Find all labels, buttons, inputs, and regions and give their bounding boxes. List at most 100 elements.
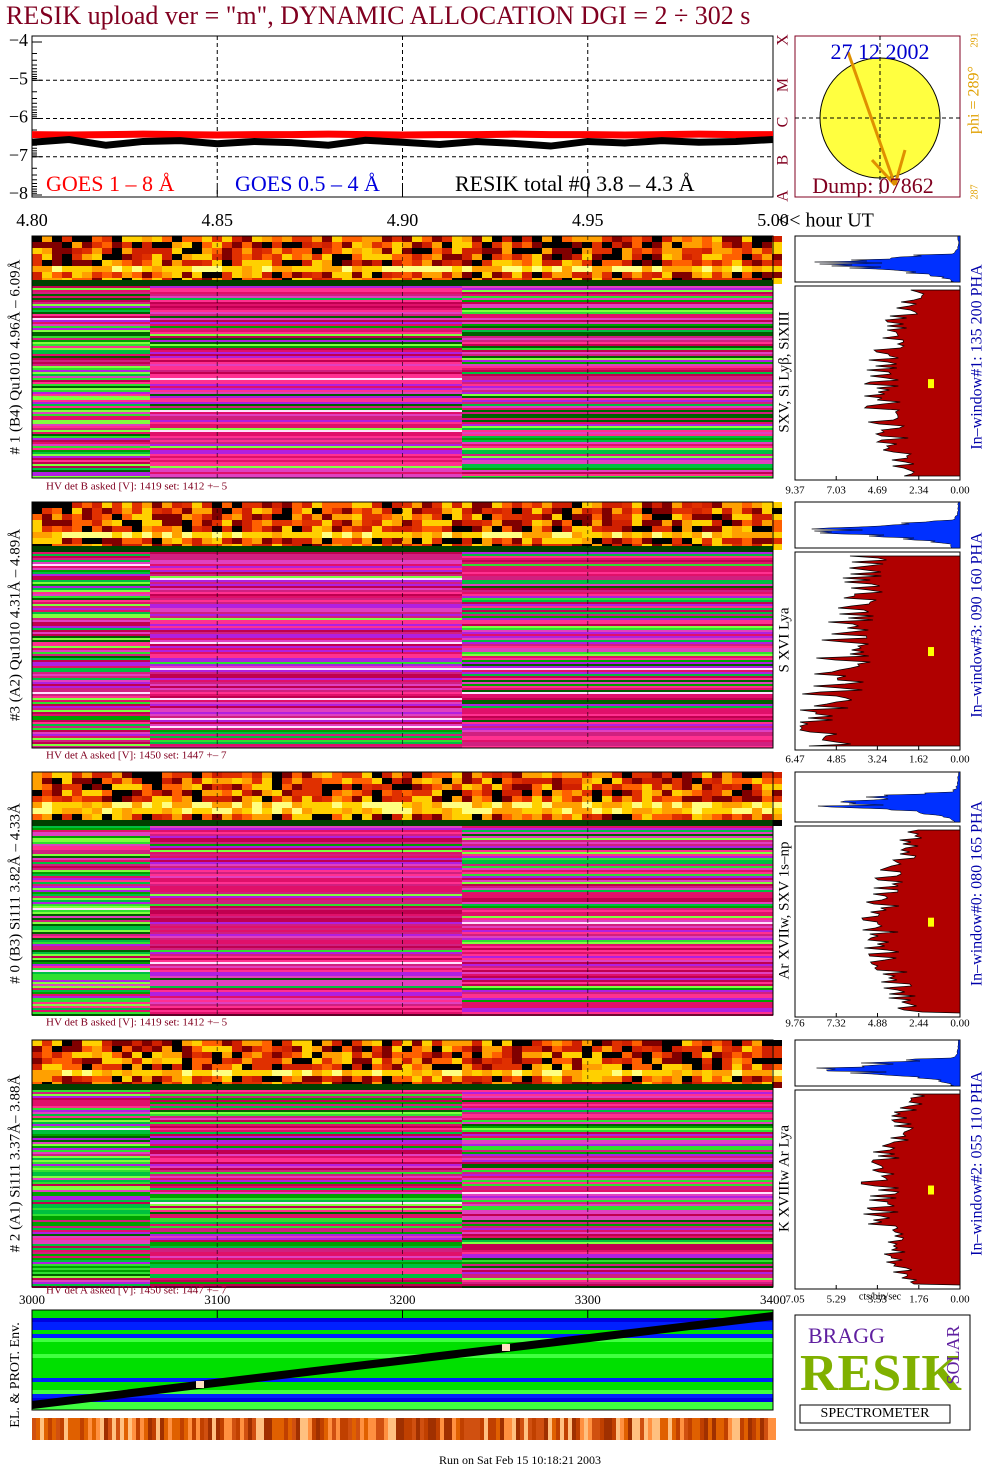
spec-row xyxy=(462,418,773,420)
top-cell xyxy=(532,508,542,514)
spec-row xyxy=(150,376,462,378)
top-cell xyxy=(172,1076,182,1082)
top-cell xyxy=(262,1064,272,1070)
top-cell xyxy=(492,266,502,272)
top-cell xyxy=(642,260,652,266)
top-cell xyxy=(702,802,712,808)
top-cell xyxy=(582,236,592,242)
spec-row xyxy=(462,694,773,696)
top-cell xyxy=(702,772,712,778)
spec-row xyxy=(150,476,462,478)
spec-row xyxy=(150,332,462,334)
top-cell xyxy=(292,808,302,814)
spec-row xyxy=(150,988,462,990)
spec-row xyxy=(462,1124,773,1126)
top-cell xyxy=(642,538,652,544)
spec-row xyxy=(150,588,462,590)
top-cell xyxy=(62,272,72,278)
spec-row xyxy=(462,688,773,690)
top-cell xyxy=(82,1064,92,1070)
top-cell xyxy=(552,248,562,254)
top-cell xyxy=(142,526,152,532)
spec-row xyxy=(150,924,462,926)
spec-row xyxy=(462,668,773,670)
spec-row xyxy=(150,602,462,604)
top-cell xyxy=(432,772,442,778)
spec-row xyxy=(462,846,773,848)
y-tick-label: −7 xyxy=(9,145,28,165)
top-cell xyxy=(292,508,302,514)
top-cell xyxy=(462,520,472,526)
top-cell xyxy=(682,1064,692,1070)
spec-row xyxy=(150,1282,462,1284)
spec-row xyxy=(32,1280,150,1282)
top-cell xyxy=(272,248,282,254)
spec-row xyxy=(150,928,462,930)
top-cell xyxy=(282,1076,292,1082)
top-cell xyxy=(62,236,72,242)
top-cell xyxy=(682,266,692,272)
top-cell xyxy=(302,508,312,514)
spec-row xyxy=(462,558,773,560)
top-cell xyxy=(412,802,422,808)
spec-row xyxy=(150,600,462,602)
top-cell xyxy=(672,1046,682,1052)
top-cell xyxy=(762,526,772,532)
top-cell xyxy=(322,1076,332,1082)
top-cell xyxy=(592,808,602,814)
top-cell xyxy=(752,260,762,266)
small-hist xyxy=(817,771,961,823)
spec-row xyxy=(150,676,462,678)
top-cell xyxy=(462,532,472,538)
spec-row xyxy=(462,422,773,424)
spec-row xyxy=(150,592,462,594)
top-cell xyxy=(212,796,222,802)
spec-row xyxy=(150,1244,462,1246)
top-cell xyxy=(582,784,592,790)
spec-row xyxy=(462,932,773,934)
top-cell xyxy=(432,1040,442,1046)
top-cell xyxy=(362,236,372,242)
top-cell xyxy=(192,508,202,514)
top-cell xyxy=(722,508,732,514)
spec-row xyxy=(150,740,462,742)
top-cell xyxy=(472,508,482,514)
top-cell xyxy=(312,1046,322,1052)
spec-row xyxy=(32,848,150,850)
spec-row xyxy=(32,900,150,902)
top-cell xyxy=(172,514,182,520)
top-cell xyxy=(632,248,642,254)
spec-row xyxy=(32,338,150,340)
spec-row xyxy=(150,640,462,642)
top-cell xyxy=(482,1046,492,1052)
spec-row xyxy=(150,596,462,598)
top-cell xyxy=(302,808,312,814)
top-cell xyxy=(52,242,62,248)
spec-row xyxy=(150,316,462,318)
strip-cell xyxy=(280,1418,284,1440)
spec-row xyxy=(462,1144,773,1146)
top-cell xyxy=(612,1076,622,1082)
top-cell xyxy=(422,502,432,508)
top-cell xyxy=(652,236,662,242)
spec-row xyxy=(32,746,150,748)
spec-row xyxy=(150,352,462,354)
top-cell xyxy=(262,514,272,520)
top-cell xyxy=(242,778,252,784)
top-cell xyxy=(312,1052,322,1058)
top-cell xyxy=(722,248,732,254)
top-cell xyxy=(662,1040,672,1046)
top-cell xyxy=(332,796,342,802)
spec-row xyxy=(462,452,773,454)
spec-row xyxy=(32,622,150,624)
top-cell xyxy=(42,1040,52,1046)
top-cell xyxy=(512,508,522,514)
top-cell xyxy=(742,520,752,526)
top-cell xyxy=(102,1076,112,1082)
top-cell xyxy=(132,784,142,790)
top-cell xyxy=(392,538,402,544)
top-cell xyxy=(772,508,782,514)
spec-row xyxy=(32,706,150,708)
band-sep xyxy=(32,546,773,552)
spec-row xyxy=(150,1212,462,1214)
